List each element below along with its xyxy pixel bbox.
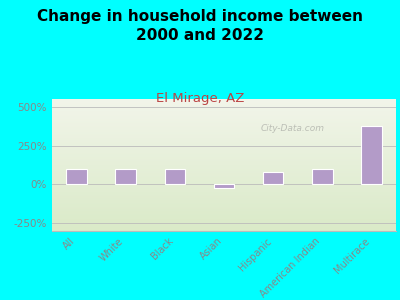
Bar xyxy=(312,169,333,184)
Text: Change in household income between
2000 and 2022: Change in household income between 2000 … xyxy=(37,9,363,43)
Text: City-Data.com: City-Data.com xyxy=(261,124,325,133)
Bar xyxy=(214,184,234,188)
Text: El Mirage, AZ: El Mirage, AZ xyxy=(156,92,244,104)
Bar xyxy=(263,172,284,184)
Bar xyxy=(361,126,382,184)
Bar xyxy=(115,169,136,184)
Bar xyxy=(164,169,185,184)
Bar xyxy=(66,169,87,184)
